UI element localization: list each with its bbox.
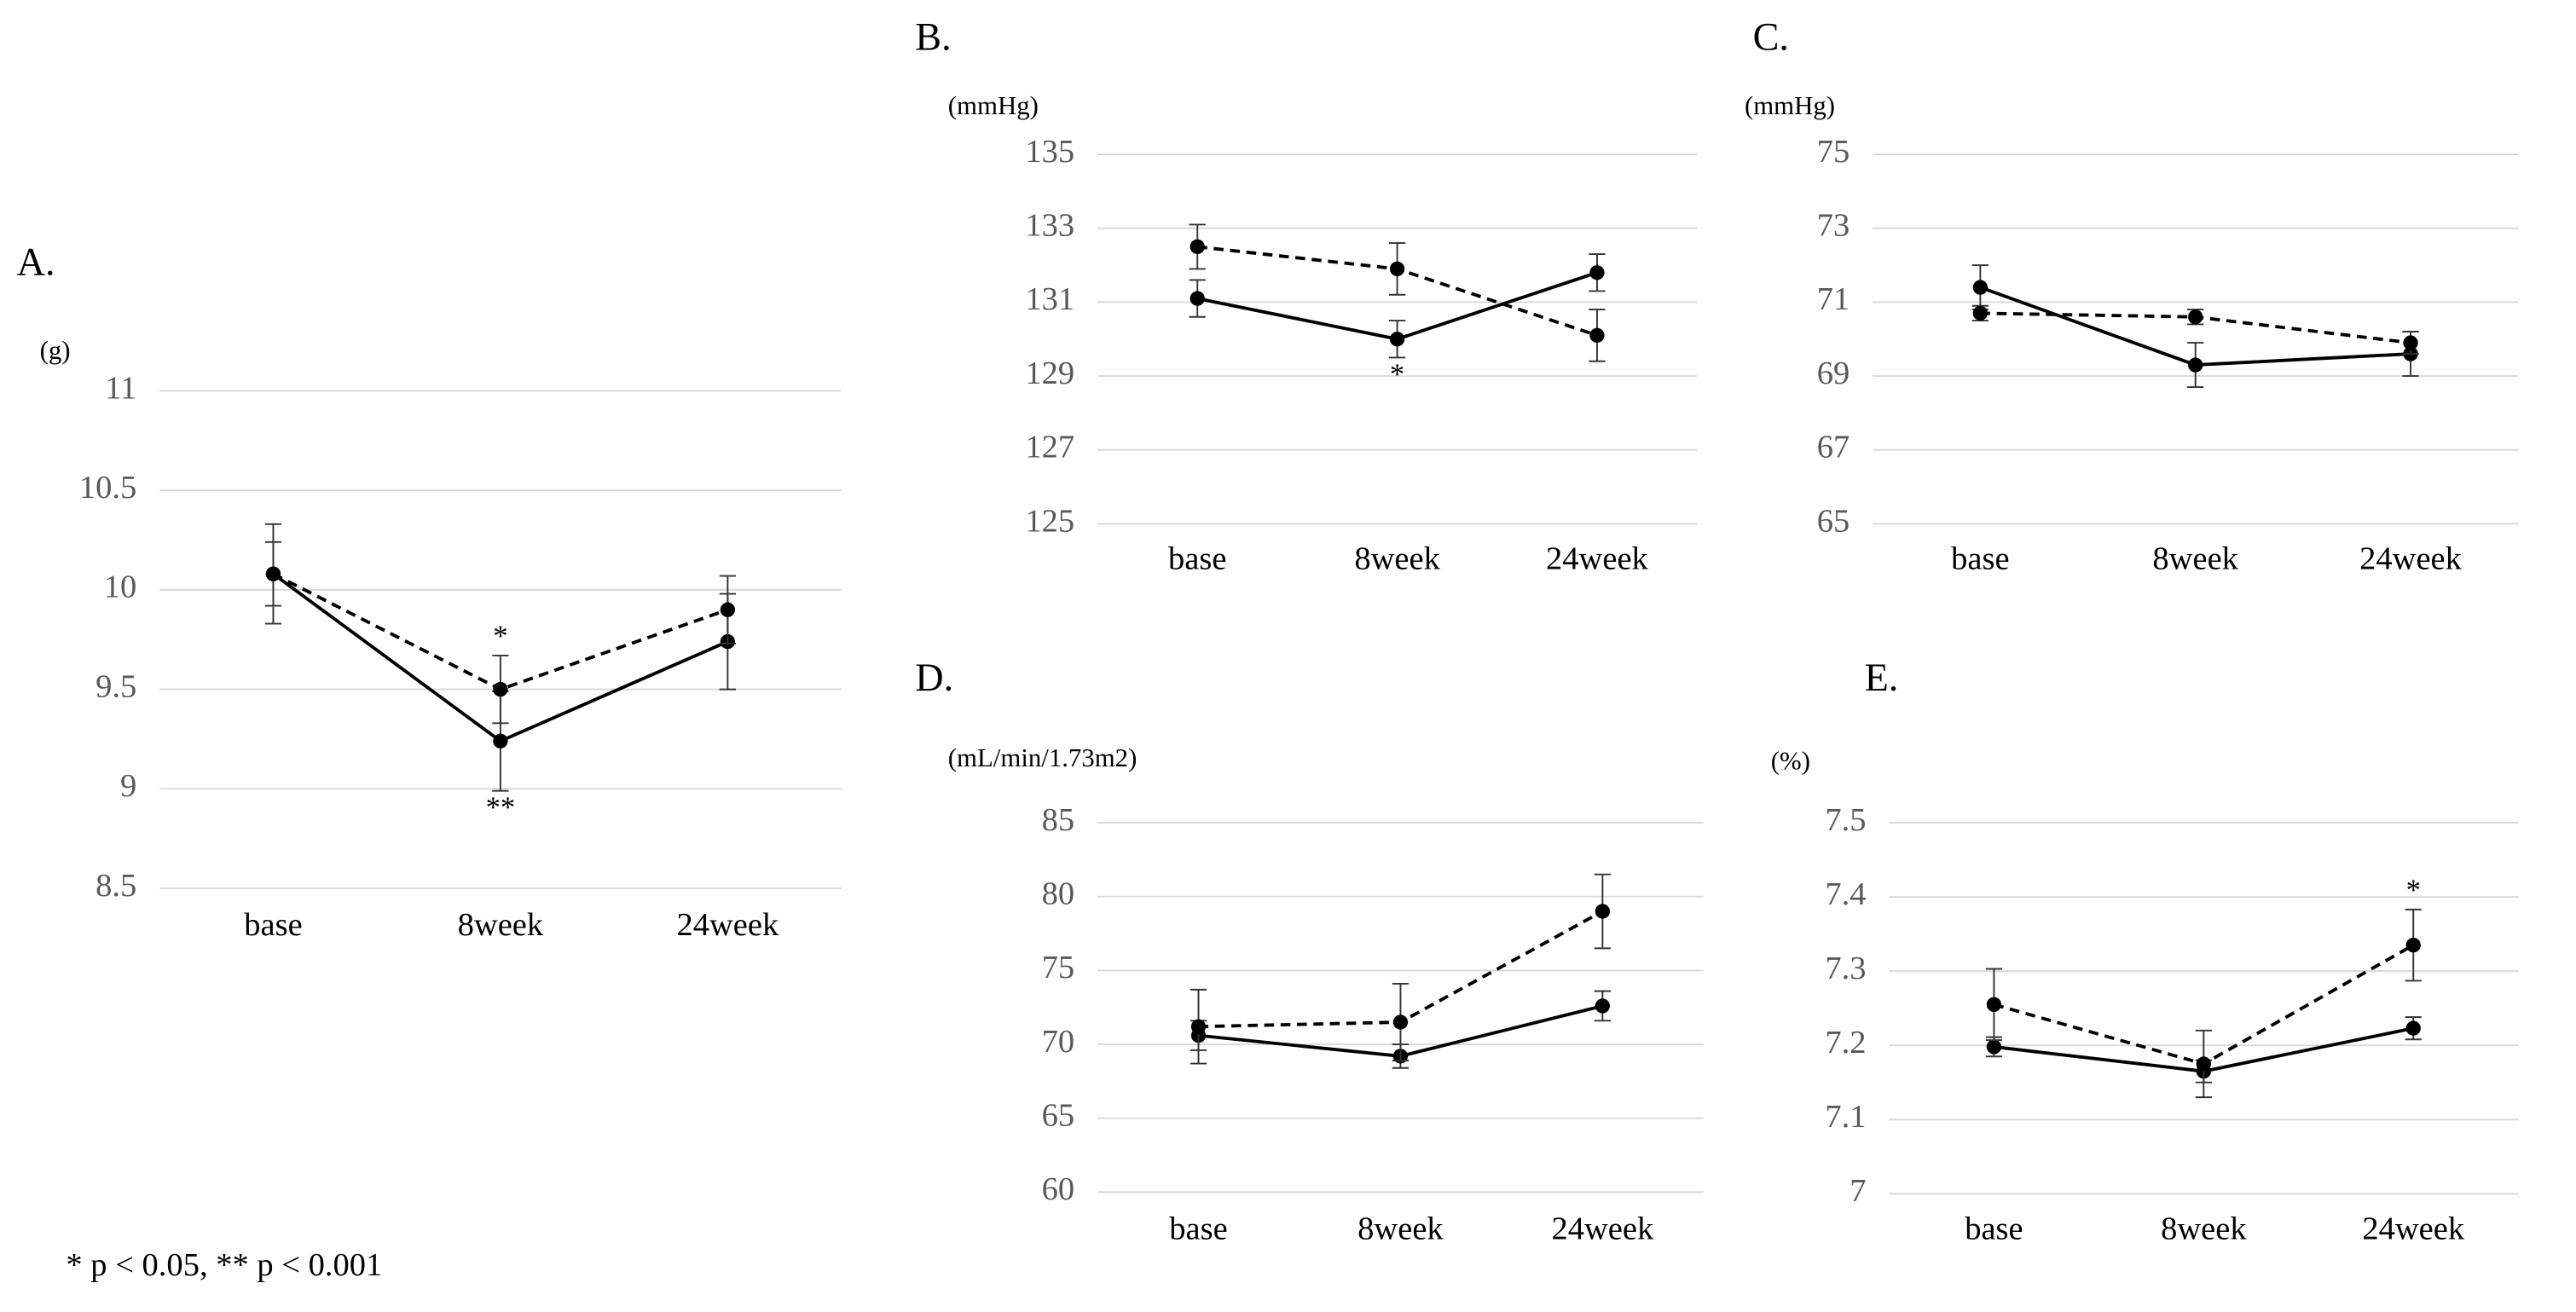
data-point <box>1972 280 1988 295</box>
data-point <box>720 602 736 617</box>
panel-label: B. <box>915 15 951 59</box>
data-point <box>2403 335 2418 350</box>
footnote: * p < 0.05, ** p < 0.001 <box>66 1247 382 1283</box>
data-point <box>2188 357 2203 373</box>
data-point <box>1972 305 1988 321</box>
y-tick-label: 73 <box>1817 208 1850 244</box>
y-tick-label: 69 <box>1817 355 1850 391</box>
y-tick-label: 10.5 <box>79 470 136 506</box>
x-tick-label: 8week <box>458 907 544 943</box>
data-point <box>1589 327 1605 344</box>
y-tick-label: 127 <box>1025 430 1074 465</box>
x-tick-label: 24week <box>1546 541 1649 577</box>
y-tick-label: 7.1 <box>1825 1099 1866 1135</box>
y-tick-label: 7.4 <box>1825 876 1866 912</box>
x-tick-label: base <box>1951 541 2009 577</box>
x-tick-label: 8week <box>1354 541 1440 577</box>
y-tick-label: 65 <box>1817 503 1850 539</box>
panel-label: E. <box>1865 656 1899 699</box>
y-axis-unit: (%) <box>1771 747 1810 776</box>
y-tick-label: 131 <box>1025 281 1074 317</box>
x-tick-label: base <box>1965 1211 2023 1246</box>
y-tick-label: 8.5 <box>96 868 136 904</box>
x-tick-label: 24week <box>676 907 779 943</box>
significance-mark: * <box>493 621 507 653</box>
data-point <box>1589 265 1605 280</box>
panel-label: D. <box>915 656 953 699</box>
y-tick-label: 67 <box>1817 430 1850 465</box>
data-point <box>1986 1039 2002 1055</box>
data-point <box>1190 291 1205 306</box>
y-axis-unit: (g) <box>40 336 71 365</box>
y-tick-label: 80 <box>1042 876 1075 912</box>
y-tick-label: 75 <box>1817 134 1850 170</box>
y-tick-label: 71 <box>1817 281 1850 317</box>
data-point <box>2196 1056 2212 1072</box>
data-point <box>1389 332 1405 347</box>
data-point <box>1389 261 1405 277</box>
significance-mark: ** <box>486 792 516 824</box>
data-point <box>493 681 508 697</box>
x-tick-label: base <box>1168 541 1226 577</box>
data-point <box>1190 239 1205 255</box>
data-point <box>1392 1014 1409 1030</box>
y-tick-label: 65 <box>1042 1098 1075 1134</box>
data-point <box>265 566 281 581</box>
x-tick-label: 24week <box>2359 541 2463 577</box>
y-tick-label: 85 <box>1042 802 1075 838</box>
y-tick-label: 7.2 <box>1825 1025 1866 1061</box>
data-point <box>1986 997 2002 1012</box>
data-point <box>1595 904 1611 919</box>
data-point <box>2405 1020 2421 1036</box>
y-tick-label: 7.3 <box>1825 951 1866 986</box>
y-tick-label: 9.5 <box>96 668 136 704</box>
y-tick-label: 11 <box>105 370 136 406</box>
data-point <box>1595 998 1611 1014</box>
y-tick-label: 129 <box>1025 355 1074 391</box>
y-tick-label: 9 <box>120 768 136 804</box>
y-axis-unit: (mL/min/1.73m2) <box>948 743 1137 772</box>
y-tick-label: 7 <box>1850 1173 1866 1209</box>
x-tick-label: 8week <box>1357 1211 1444 1246</box>
x-tick-label: base <box>244 907 302 943</box>
y-tick-label: 125 <box>1025 503 1074 539</box>
y-tick-label: 60 <box>1042 1171 1075 1207</box>
y-axis-unit: (mmHg) <box>948 91 1039 120</box>
significance-mark: * <box>1390 358 1404 390</box>
x-tick-label: 24week <box>2362 1211 2465 1246</box>
y-tick-label: 133 <box>1025 208 1074 244</box>
x-tick-label: 8week <box>2161 1211 2247 1246</box>
data-point <box>2188 309 2203 325</box>
panel-label: C. <box>1753 15 1789 59</box>
x-tick-label: 8week <box>2152 541 2238 577</box>
y-axis-unit: (mmHg) <box>1745 91 1835 120</box>
y-tick-label: 75 <box>1042 950 1075 985</box>
y-tick-label: 10 <box>104 569 137 605</box>
data-point <box>2405 937 2421 953</box>
panel-label: A. <box>17 240 55 284</box>
data-point <box>1190 1019 1207 1034</box>
y-tick-label: 135 <box>1025 134 1074 170</box>
x-tick-label: base <box>1169 1211 1227 1246</box>
y-tick-label: 70 <box>1042 1024 1075 1060</box>
x-tick-label: 24week <box>1551 1211 1654 1246</box>
significance-mark: * <box>2406 875 2421 907</box>
data-point <box>493 733 508 748</box>
y-tick-label: 7.5 <box>1825 802 1866 838</box>
